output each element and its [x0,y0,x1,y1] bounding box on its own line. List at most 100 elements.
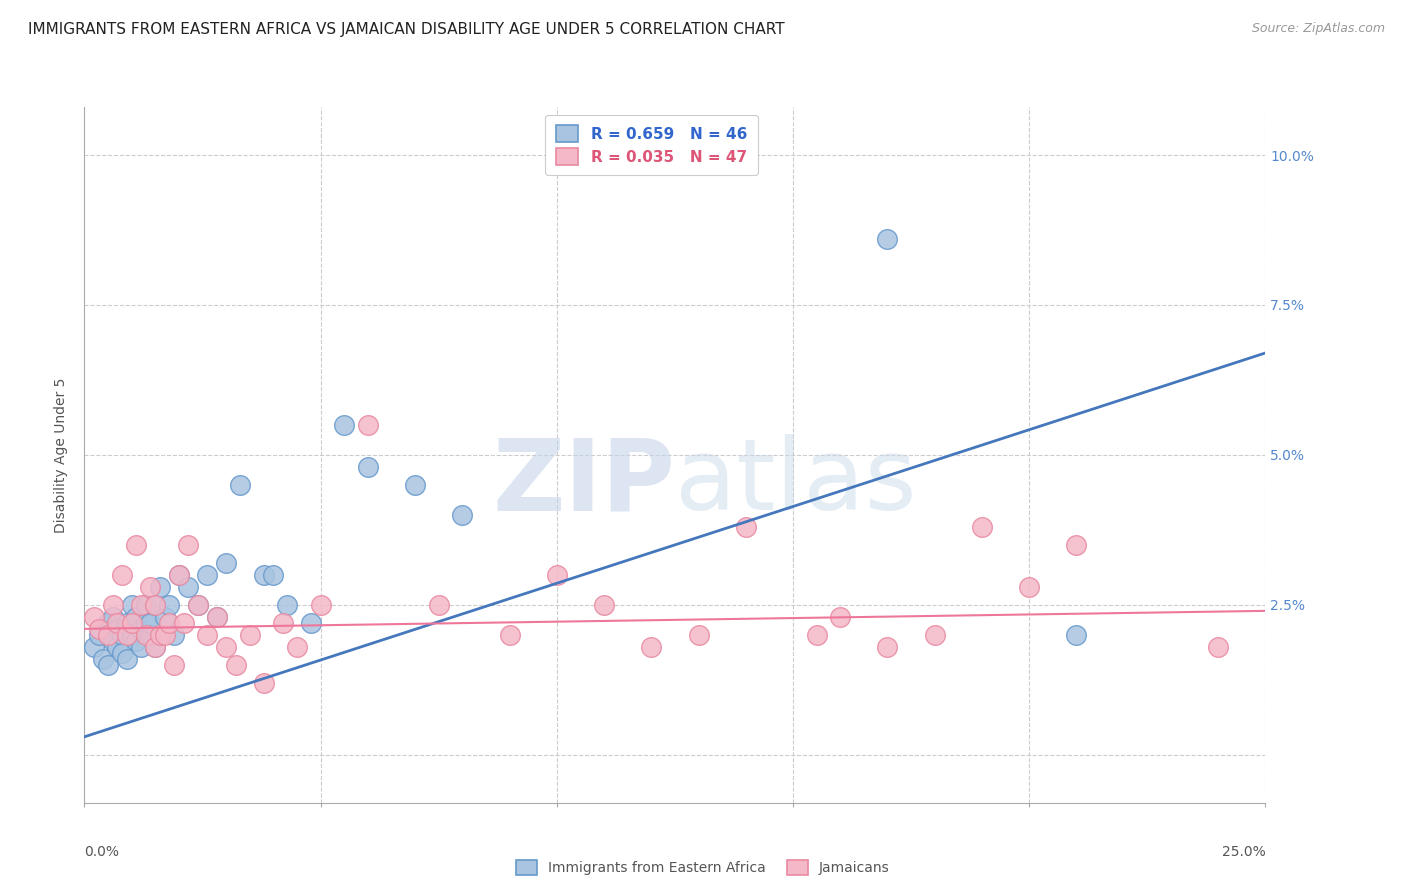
Point [640,640,662,654]
Point [299,615,322,630]
Point [97,615,120,630]
Legend: R = 0.659   N = 46, R = 0.035   N = 47: R = 0.659 N = 46, R = 0.035 N = 47 [544,115,758,176]
Point [139,628,162,642]
Point [205,610,228,624]
Point [111,646,134,660]
Point [1206,640,1229,654]
Point [205,610,228,624]
Point [309,598,332,612]
Point [143,598,166,612]
Point [143,598,166,612]
Point [87,622,110,636]
Point [195,567,218,582]
Point [135,615,157,630]
Point [688,628,710,642]
Point [97,628,120,642]
Point [173,615,195,630]
Point [734,520,756,534]
Point [149,580,172,594]
Point [187,598,209,612]
Point [177,538,200,552]
Point [830,610,852,624]
Legend: Immigrants from Eastern Africa, Jamaicans: Immigrants from Eastern Africa, Jamaican… [510,855,896,880]
Point [143,640,166,654]
Point [125,633,148,648]
Point [87,628,110,642]
Y-axis label: Disability Age Under 5: Disability Age Under 5 [55,377,69,533]
Point [107,615,129,630]
Point [167,567,190,582]
Point [427,598,450,612]
Point [163,657,186,672]
Point [970,520,993,534]
Point [107,640,129,654]
Point [121,615,143,630]
Point [97,657,120,672]
Point [1066,628,1088,642]
Point [806,628,828,642]
Text: 25.0%: 25.0% [1222,845,1265,858]
Point [177,580,200,594]
Point [101,633,124,648]
Point [107,622,129,636]
Point [163,628,186,642]
Point [115,628,138,642]
Point [135,628,157,642]
Point [225,657,247,672]
Point [1018,580,1040,594]
Point [253,567,276,582]
Point [239,628,262,642]
Point [215,640,238,654]
Point [1066,538,1088,552]
Point [135,598,157,612]
Point [157,598,180,612]
Point [876,640,898,654]
Point [262,567,284,582]
Point [157,615,180,630]
Point [129,622,152,636]
Point [121,628,143,642]
Text: IMMIGRANTS FROM EASTERN AFRICA VS JAMAICAN DISABILITY AGE UNDER 5 CORRELATION CH: IMMIGRANTS FROM EASTERN AFRICA VS JAMAIC… [28,22,785,37]
Text: atlas: atlas [675,434,917,532]
Point [91,652,114,666]
Point [215,556,238,570]
Point [121,598,143,612]
Point [149,628,172,642]
Point [139,580,162,594]
Point [101,610,124,624]
Point [153,628,176,642]
Point [271,615,294,630]
Point [167,567,190,582]
Point [451,508,474,522]
Point [101,598,124,612]
Point [125,610,148,624]
Point [143,640,166,654]
Point [924,628,946,642]
Point [187,598,209,612]
Point [498,628,520,642]
Point [111,628,134,642]
Point [253,676,276,690]
Text: ZIP: ZIP [492,434,675,532]
Point [229,478,252,492]
Point [129,598,152,612]
Point [276,598,298,612]
Point [195,628,218,642]
Text: 0.0%: 0.0% [84,845,120,858]
Point [357,459,380,474]
Point [546,567,568,582]
Point [115,615,138,630]
Point [83,640,105,654]
Point [139,615,162,630]
Point [876,232,898,246]
Point [357,417,380,432]
Point [115,652,138,666]
Point [153,610,176,624]
Point [129,640,152,654]
Point [404,478,426,492]
Point [285,640,308,654]
Point [111,567,134,582]
Point [125,538,148,552]
Point [593,598,616,612]
Text: Source: ZipAtlas.com: Source: ZipAtlas.com [1251,22,1385,36]
